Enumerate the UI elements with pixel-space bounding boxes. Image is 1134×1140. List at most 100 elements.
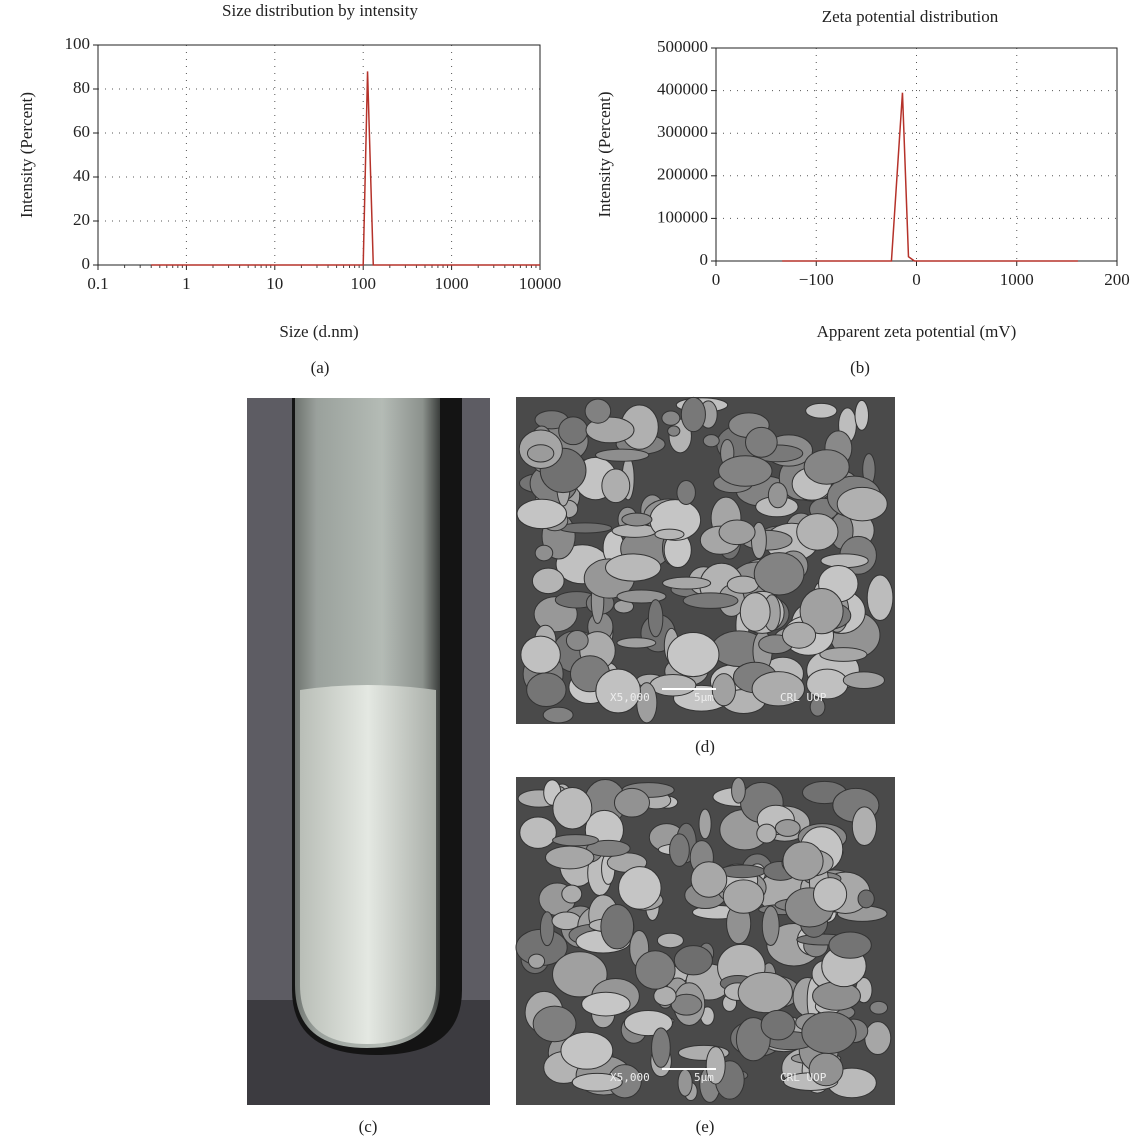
plot-frame (716, 48, 1117, 261)
sem-grain (858, 890, 874, 908)
y-tick-label: 500000 (657, 37, 708, 56)
plot-frame (98, 45, 540, 265)
y-tick-label: 20 (73, 210, 90, 229)
sem-grain (595, 449, 648, 461)
sem-grain (662, 411, 680, 425)
sem-grain (521, 636, 560, 673)
sem-grain (740, 593, 770, 631)
y-tick-label: 400000 (657, 80, 708, 99)
x-axis-label: Apparent zeta potential (mV) (817, 322, 1017, 341)
x-tick-label: 0 (712, 270, 721, 289)
sem-grain (804, 450, 849, 485)
tube-photo (247, 398, 490, 1105)
sem-grain (635, 951, 675, 989)
panel-label: (d) (695, 737, 715, 756)
sem-grain (545, 846, 593, 869)
x-tick-label: 1000 (435, 274, 469, 293)
sem-grain (761, 1010, 795, 1040)
sem-grain (820, 648, 867, 662)
panel-label: (e) (696, 1117, 715, 1136)
sem-grain (520, 817, 557, 848)
figure: X5,000 5μm CRL UOP X5,000 5μm CRL UOP (a… (0, 0, 1134, 1140)
sem-grain (732, 778, 746, 804)
sem-grain (670, 834, 690, 867)
x-tick-label: 0 (912, 270, 921, 289)
sem-grain (650, 674, 696, 695)
sem-grain (655, 529, 684, 539)
sem-scale: 5μm (694, 1071, 714, 1084)
x-tick-label: 1000 (1000, 270, 1034, 289)
sem-grain (677, 481, 695, 505)
x-tick-label: 10 (266, 274, 283, 293)
sem-grain (559, 417, 588, 445)
sem-grain (802, 1012, 856, 1054)
sem-grain (678, 1069, 692, 1096)
sem-grain (614, 788, 649, 817)
page: X5,000 5μm CRL UOP X5,000 5μm CRL UOP (a… (0, 0, 1134, 1140)
sem-grain (652, 1028, 671, 1068)
y-axis-label: Intensity (Percent) (17, 92, 36, 218)
sem-grain (657, 933, 683, 947)
sem-grain (528, 954, 544, 968)
sem-grain (667, 633, 719, 677)
sem-grain (738, 972, 792, 1012)
y-tick-label: 80 (73, 78, 90, 97)
sem-grain (754, 553, 804, 595)
sem-magnification: X5,000 (610, 691, 650, 704)
sem-grain (683, 593, 738, 609)
sem-grain (553, 787, 592, 829)
y-tick-label: 0 (82, 254, 91, 273)
sem-grain (668, 426, 680, 436)
sem-grain (602, 469, 630, 503)
sem-grain (783, 842, 823, 881)
data-line (782, 93, 1078, 261)
sem-grain (606, 554, 661, 581)
sem-grain (617, 638, 656, 648)
y-tick-label: 0 (700, 250, 709, 269)
sem-grain (813, 878, 846, 912)
sem-grain (852, 807, 876, 846)
x-axis-label: Size (d.nm) (279, 322, 358, 341)
x-tick-label: 1 (182, 274, 191, 293)
y-tick-label: 200000 (657, 165, 708, 184)
sem-grain (797, 514, 838, 551)
sem-grain (782, 622, 815, 648)
sem-grain (681, 397, 705, 431)
sem-grain (517, 499, 566, 528)
sem-grain (829, 932, 871, 958)
sem-grain (562, 885, 582, 903)
sem-grain (843, 672, 884, 689)
chart-title: Zeta potential distribution (822, 7, 999, 26)
panel-label: (a) (311, 358, 330, 377)
sem-grain (806, 403, 837, 418)
sem-grain (674, 946, 712, 975)
data-line (151, 71, 540, 265)
sem-grain (703, 435, 719, 447)
sem-grain (768, 483, 787, 508)
sem-grain (622, 513, 652, 526)
sem-grain (745, 427, 777, 457)
sem-scale: 5μm (694, 691, 714, 704)
panel-label: (b) (850, 358, 870, 377)
sem-grain (532, 568, 564, 594)
sem-grain (601, 904, 634, 948)
sem-grain (527, 673, 566, 707)
sem-grain (566, 631, 588, 651)
y-tick-label: 40 (73, 166, 90, 185)
sem-grain (870, 1001, 888, 1014)
sem-grain (585, 399, 611, 423)
sem-grain (821, 554, 868, 568)
sem-grain (648, 600, 662, 637)
sem-grain (727, 576, 758, 593)
sem-grain (837, 487, 887, 521)
sem-lab: CRL UOP (780, 691, 827, 704)
y-tick-label: 60 (73, 122, 90, 141)
sem-grain (582, 992, 630, 1016)
y-axis-label: Intensity (Percent) (595, 91, 614, 217)
sem-grain (855, 400, 868, 430)
x-tick-label: 200 (1104, 270, 1130, 289)
y-tick-label: 300000 (657, 122, 708, 141)
sem-grain (865, 1022, 891, 1055)
sem-grain (775, 820, 800, 837)
sem-grain (535, 545, 553, 561)
